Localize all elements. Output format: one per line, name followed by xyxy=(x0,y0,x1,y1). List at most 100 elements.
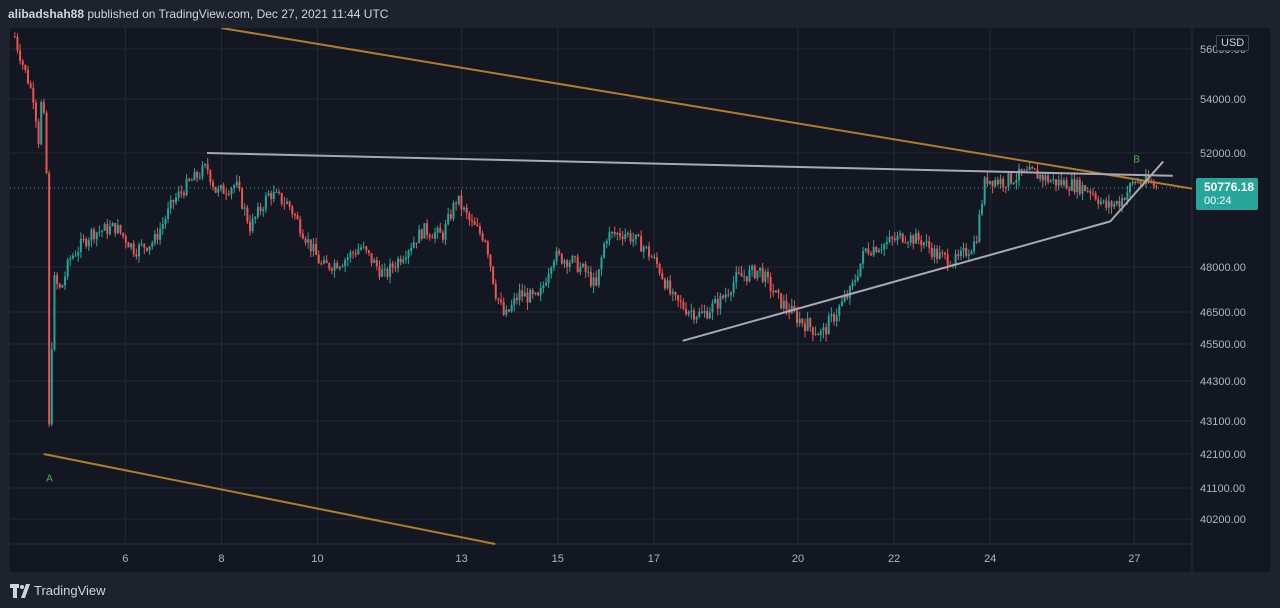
currency-badge[interactable]: USD xyxy=(1216,35,1250,51)
candle-body xyxy=(896,235,899,241)
candle-body xyxy=(1105,200,1108,208)
candle-body xyxy=(238,181,241,189)
wedge-upper-trendline[interactable] xyxy=(221,28,1193,190)
candle-body xyxy=(698,311,701,317)
candle-body xyxy=(433,232,436,239)
candle-body xyxy=(1070,179,1073,191)
candle-body xyxy=(991,180,994,187)
candle-body xyxy=(167,208,170,220)
candle-body xyxy=(774,290,777,293)
price-tick-label: 40200.00 xyxy=(1200,514,1246,526)
candle-body xyxy=(378,266,381,277)
tradingview-brand[interactable]: TradingView xyxy=(10,583,106,598)
time-tick-label: 24 xyxy=(984,553,996,565)
candle-body xyxy=(180,191,183,193)
candle-body xyxy=(386,269,389,277)
candle-body xyxy=(465,207,468,214)
author-name[interactable]: alibadshah88 xyxy=(8,7,85,21)
candle-body xyxy=(1121,198,1124,207)
candle-body xyxy=(719,295,722,309)
candle-body xyxy=(811,327,814,335)
chart-area[interactable]: 56000.0054000.0052000.0048000.0046500.00… xyxy=(10,28,1270,572)
candle-body xyxy=(716,299,719,309)
candle-body xyxy=(978,214,981,242)
candle-body xyxy=(241,188,244,209)
candle-body xyxy=(381,269,384,277)
candle-body xyxy=(1136,181,1139,183)
candle-body xyxy=(722,295,725,298)
candle-body xyxy=(304,238,307,243)
candle-body xyxy=(270,193,273,200)
candle-body xyxy=(278,191,281,194)
candle-body xyxy=(634,234,637,240)
candle-body xyxy=(574,256,577,258)
candle-body xyxy=(119,224,122,233)
candle-body xyxy=(1152,182,1155,187)
candle-body xyxy=(833,314,836,322)
candle-body xyxy=(27,70,30,84)
candle-body xyxy=(584,263,587,273)
candle-body xyxy=(175,197,178,203)
candle-body xyxy=(77,252,80,256)
candle-body xyxy=(793,305,796,311)
time-tick-label: 20 xyxy=(792,553,804,565)
candle-body xyxy=(962,247,965,251)
candle-body xyxy=(941,252,944,254)
candle-body xyxy=(138,244,141,257)
candle-body xyxy=(325,260,328,264)
candle-body xyxy=(130,243,133,248)
candle-body xyxy=(48,173,51,425)
candle-body xyxy=(796,310,799,324)
candle-body xyxy=(658,264,661,274)
candle-body xyxy=(785,300,788,310)
candle-body xyxy=(106,224,109,235)
candle-body xyxy=(320,263,323,265)
candle-body xyxy=(13,36,16,38)
candle-body xyxy=(803,323,806,331)
candle-body xyxy=(227,193,230,195)
candle-body xyxy=(1041,174,1044,181)
candle-body xyxy=(301,233,304,239)
candle-body xyxy=(299,219,302,234)
candle-body xyxy=(613,231,616,235)
candle-body xyxy=(806,318,809,331)
triangle-upper-trendline[interactable] xyxy=(206,152,1173,177)
candle-body xyxy=(375,259,378,267)
candle-body xyxy=(161,223,164,229)
candle-body xyxy=(169,199,172,209)
candle-body xyxy=(661,273,664,279)
candle-body xyxy=(441,232,444,240)
candle-body xyxy=(531,290,534,294)
candle-body xyxy=(315,244,318,255)
candle-body xyxy=(66,259,69,277)
candle-body xyxy=(883,244,886,250)
candle-body xyxy=(1007,173,1010,187)
candle-body xyxy=(999,178,1002,185)
candle-body xyxy=(153,234,156,244)
candle-body xyxy=(748,269,751,282)
candle-body xyxy=(338,266,341,269)
price-chart[interactable]: 56000.0054000.0052000.0048000.0046500.00… xyxy=(10,28,1270,572)
candle-body xyxy=(352,252,355,254)
candle-body xyxy=(502,302,505,315)
candle-body xyxy=(825,327,828,335)
candle-body xyxy=(116,224,119,234)
candle-body xyxy=(558,250,561,254)
candle-body xyxy=(510,304,513,312)
candle-body xyxy=(513,298,516,305)
candle-body xyxy=(423,223,426,239)
candle-body xyxy=(418,229,421,244)
candle-body xyxy=(455,203,458,205)
candle-body xyxy=(1115,201,1118,204)
candle-body xyxy=(848,286,851,298)
candle-body xyxy=(864,248,867,252)
wedge-lower-trendline[interactable] xyxy=(43,453,496,545)
triangle-lower-trendline[interactable] xyxy=(682,220,1111,342)
candle-body xyxy=(724,294,727,298)
candle-body xyxy=(1010,173,1013,184)
candle-body xyxy=(1062,180,1065,185)
rising-channel-trendline[interactable] xyxy=(1109,160,1164,223)
candle-body xyxy=(95,232,98,240)
candle-body xyxy=(650,256,653,258)
candle-body xyxy=(249,221,252,232)
